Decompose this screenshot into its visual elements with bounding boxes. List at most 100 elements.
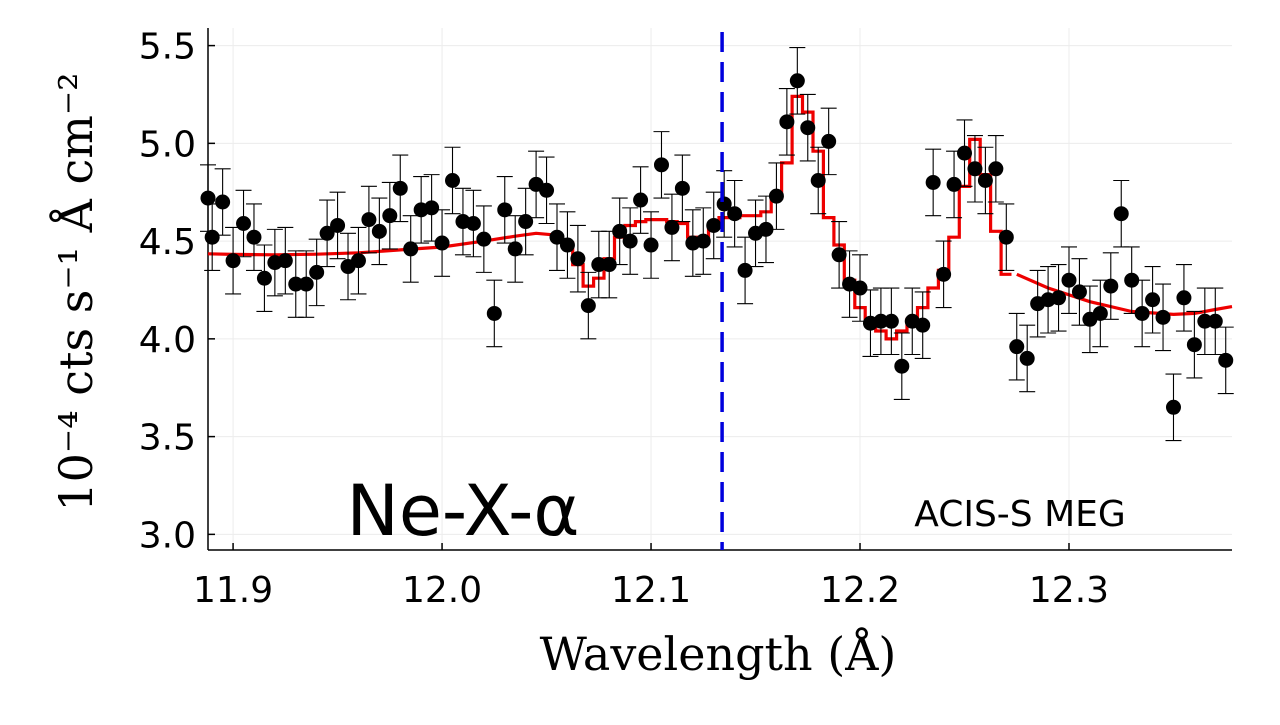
data-point <box>821 133 837 149</box>
data-point <box>622 233 638 249</box>
y-tick-label: 5.5 <box>139 27 196 68</box>
data-point <box>445 172 461 188</box>
model-curve <box>207 94 1233 341</box>
x-axis-label: Wavelength (Å) <box>540 626 897 681</box>
data-point <box>518 214 534 230</box>
data-point <box>1165 399 1181 415</box>
data-point <box>779 114 795 130</box>
data-point <box>580 298 596 314</box>
model-line <box>207 231 558 257</box>
data-point <box>695 233 711 249</box>
data-point <box>246 229 262 245</box>
data-point <box>434 235 450 251</box>
data-point <box>403 241 419 257</box>
data-point <box>612 223 628 239</box>
data-point <box>1134 305 1150 321</box>
y-tick-label: 5.0 <box>139 124 196 165</box>
data-point <box>601 257 617 273</box>
y-tick-label: 4.0 <box>139 320 196 361</box>
data-point <box>925 174 941 190</box>
x-tick-label: 11.9 <box>193 570 273 611</box>
data-point <box>424 200 440 216</box>
y-tick-label: 3.5 <box>139 418 196 459</box>
tick-labels: 11.9 12.0 12.1 12.2 12.3 3.0 3.5 4.0 4.5 5.0 5.5 <box>139 27 1109 611</box>
data-point <box>476 231 492 247</box>
data-point <box>549 229 565 245</box>
data-point <box>559 237 575 253</box>
data-point <box>800 120 816 136</box>
data-point <box>946 176 962 192</box>
data-point <box>706 217 722 233</box>
data-point <box>497 202 513 218</box>
data-point <box>570 251 586 267</box>
data-point <box>225 253 241 269</box>
data-point <box>1103 278 1119 294</box>
data-point <box>768 188 784 204</box>
data-point <box>873 313 889 329</box>
data-point <box>758 221 774 237</box>
data-point <box>215 194 231 210</box>
data-point <box>1145 292 1161 308</box>
data-point <box>309 264 325 280</box>
data-point <box>361 212 377 228</box>
data-point <box>1092 305 1108 321</box>
instrument-annotation: ACIS-S MEG <box>914 494 1126 535</box>
data-point <box>1218 352 1234 368</box>
data-point <box>1186 337 1202 353</box>
y-tick-label: 3.0 <box>139 515 196 556</box>
axes <box>207 28 1232 551</box>
x-tick-label: 12.0 <box>402 570 482 611</box>
data-point <box>988 161 1004 177</box>
x-tick-label: 12.2 <box>820 570 900 611</box>
data-point <box>591 257 607 273</box>
data-point <box>674 180 690 196</box>
data-point <box>653 157 669 173</box>
data-point <box>486 305 502 321</box>
line-name-annotation: Ne-X-α <box>346 470 579 552</box>
data-point <box>737 262 753 278</box>
data-point <box>330 217 346 233</box>
data-point <box>1009 339 1025 355</box>
data-point <box>998 229 1014 245</box>
data-point <box>1113 206 1129 222</box>
data-point <box>204 229 220 245</box>
data-point <box>643 237 659 253</box>
data-point <box>789 73 805 89</box>
y-tick-label: 4.5 <box>139 222 196 263</box>
data-point <box>200 190 216 206</box>
error-bars <box>200 47 1234 442</box>
data-point <box>967 161 983 177</box>
data-point <box>1019 350 1035 366</box>
data-point <box>831 247 847 263</box>
data-point <box>1155 309 1171 325</box>
data-point <box>350 253 366 269</box>
data-point <box>539 182 555 198</box>
data-point <box>664 219 680 235</box>
data-point <box>288 276 304 292</box>
data-point <box>1124 272 1140 288</box>
data-point <box>256 270 272 286</box>
data-point <box>1176 290 1192 306</box>
data-point <box>727 206 743 222</box>
data-point <box>298 276 314 292</box>
data-point <box>507 241 523 257</box>
data-point <box>915 317 931 333</box>
data-point <box>1207 313 1223 329</box>
data-point <box>319 225 335 241</box>
data-point <box>852 280 868 296</box>
data-point <box>1197 313 1213 329</box>
data-point <box>1051 290 1067 306</box>
data-point <box>633 192 649 208</box>
data-point <box>371 223 387 239</box>
data-point <box>936 266 952 282</box>
data-point <box>382 208 398 224</box>
data-point <box>894 358 910 374</box>
x-tick-label: 12.1 <box>611 570 691 611</box>
data-point <box>1071 284 1087 300</box>
data-point <box>810 172 826 188</box>
data-point <box>1061 272 1077 288</box>
data-point <box>465 216 481 232</box>
data-point <box>883 313 899 329</box>
y-axis-label: 10⁻⁴ cts s⁻¹ Å cm⁻² <box>48 72 103 511</box>
